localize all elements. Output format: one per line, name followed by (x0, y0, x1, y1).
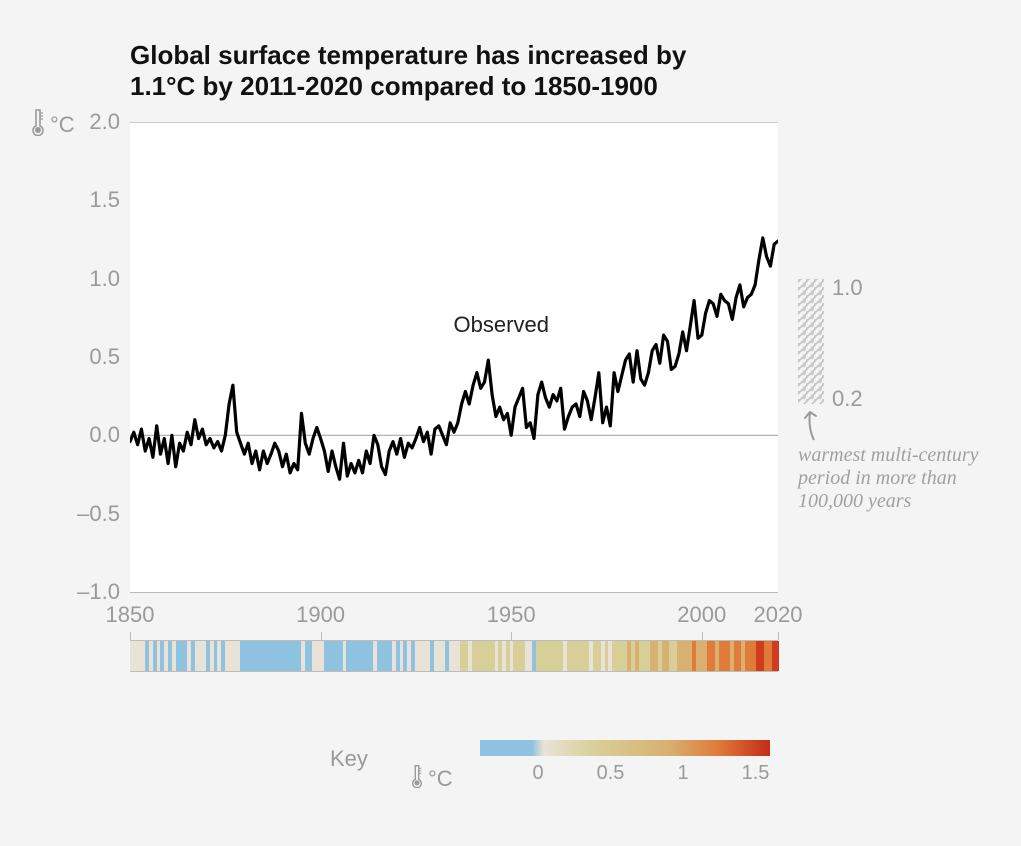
key-gradient-bar (480, 740, 770, 756)
y-tick-label: 1.0 (50, 266, 120, 292)
key-tick-label: 0.5 (597, 762, 625, 785)
x-tick-label: 1850 (106, 602, 155, 628)
plot-svg (130, 122, 778, 592)
series-label: Observed (454, 312, 549, 338)
y-tick-label: –0.5 (50, 501, 120, 527)
stripe-tick-marks (130, 670, 778, 678)
warming-stripes (130, 640, 778, 672)
reference-bottom-label: 0.2 (832, 386, 863, 412)
x-tick-label: 1950 (487, 602, 536, 628)
annotation-arrow-icon (796, 406, 836, 446)
key-unit: °C (410, 764, 453, 794)
x-tick-label: 1900 (296, 602, 345, 628)
key-unit-text: °C (428, 766, 453, 792)
key-title: Key (330, 746, 368, 772)
color-key: Key °C 0 0.5 1 1.5 (330, 740, 790, 800)
stripe (775, 641, 779, 671)
y-tick-label: 0.0 (50, 422, 120, 448)
thermometer-icon (30, 108, 46, 142)
key-tick-label: 0 (532, 762, 543, 785)
key-tick-label: 1 (677, 762, 688, 785)
y-tick-label: 0.5 (50, 344, 120, 370)
thermometer-icon (410, 764, 424, 794)
x-axis-line (130, 592, 778, 593)
chart-title: Global surface temperature has increased… (130, 40, 686, 102)
reference-top-label: 1.0 (832, 275, 863, 301)
reference-range-marker (798, 279, 824, 404)
y-tick-label: 1.5 (50, 187, 120, 213)
reference-annotation: warmest multi-century period in more tha… (798, 444, 988, 513)
y-tick-label: 2.0 (50, 109, 120, 135)
x-tick-label: 2020 (754, 602, 803, 628)
chart-page: Global surface temperature has increased… (0, 0, 1021, 846)
key-tick-label: 1.5 (742, 762, 770, 785)
x-tick-label: 2000 (677, 602, 726, 628)
plot-area (130, 122, 778, 592)
